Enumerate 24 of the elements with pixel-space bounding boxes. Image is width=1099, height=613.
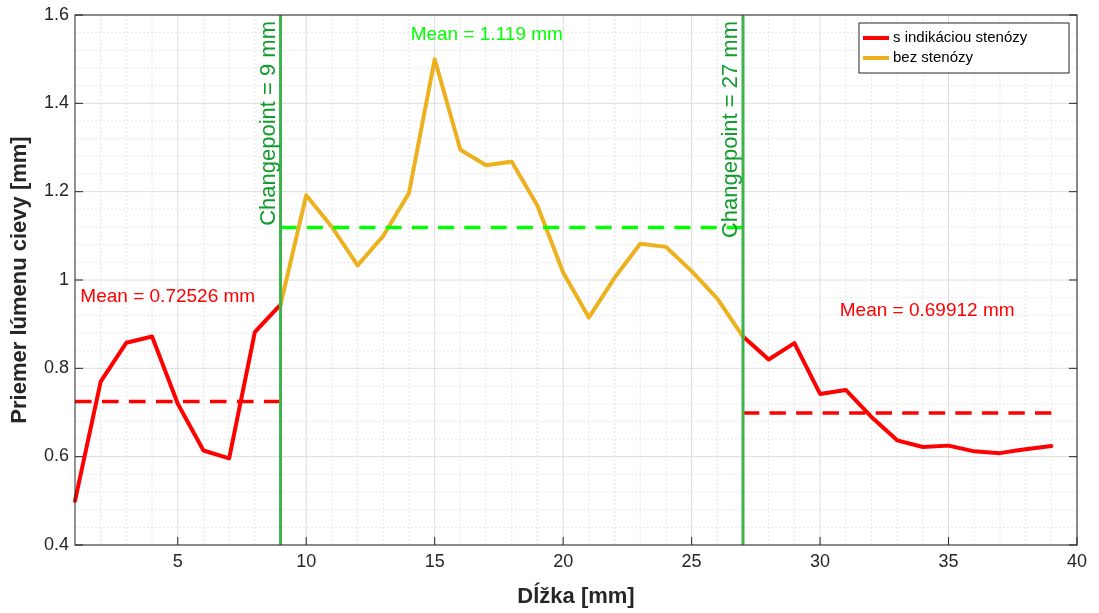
y-tick-label: 1.6 (43, 3, 69, 24)
x-tick-label: 15 (424, 551, 445, 571)
legend-label: s indikáciou stenózy (893, 27, 1028, 45)
annotation: Mean = 1.119 mm (410, 23, 563, 45)
x-tick-label: 35 (938, 551, 959, 571)
annotation: Mean = 0.69912 mm (839, 298, 1015, 320)
x-axis-title: Dĺžka [mm] (517, 582, 635, 608)
y-axis-title: Priemer lúmenu cievy [mm] (6, 136, 31, 424)
x-tick-label: 30 (810, 551, 831, 571)
legend-label: bez stenózy (893, 47, 974, 65)
ref-line-label: Changepoint = 9 mm (254, 21, 280, 226)
y-tick-label: 1.4 (43, 92, 69, 113)
y-tick-label: 0.8 (43, 357, 69, 378)
x-tick-label: 40 (1066, 551, 1088, 571)
x-tick-label: 5 (172, 551, 183, 571)
x-tick-label: 25 (681, 551, 702, 571)
y-tick-label: 0.4 (43, 533, 69, 554)
y-tick-label: 1 (58, 268, 69, 289)
y-tick-label: 0.6 (43, 445, 69, 466)
x-tick-label: 20 (553, 551, 574, 571)
ref-line-label: Changepoint = 27 mm (717, 21, 742, 239)
annotation: Mean = 0.72526 mm (80, 285, 256, 307)
x-tick-label: 10 (296, 551, 317, 571)
y-tick-label: 1.2 (43, 180, 69, 201)
